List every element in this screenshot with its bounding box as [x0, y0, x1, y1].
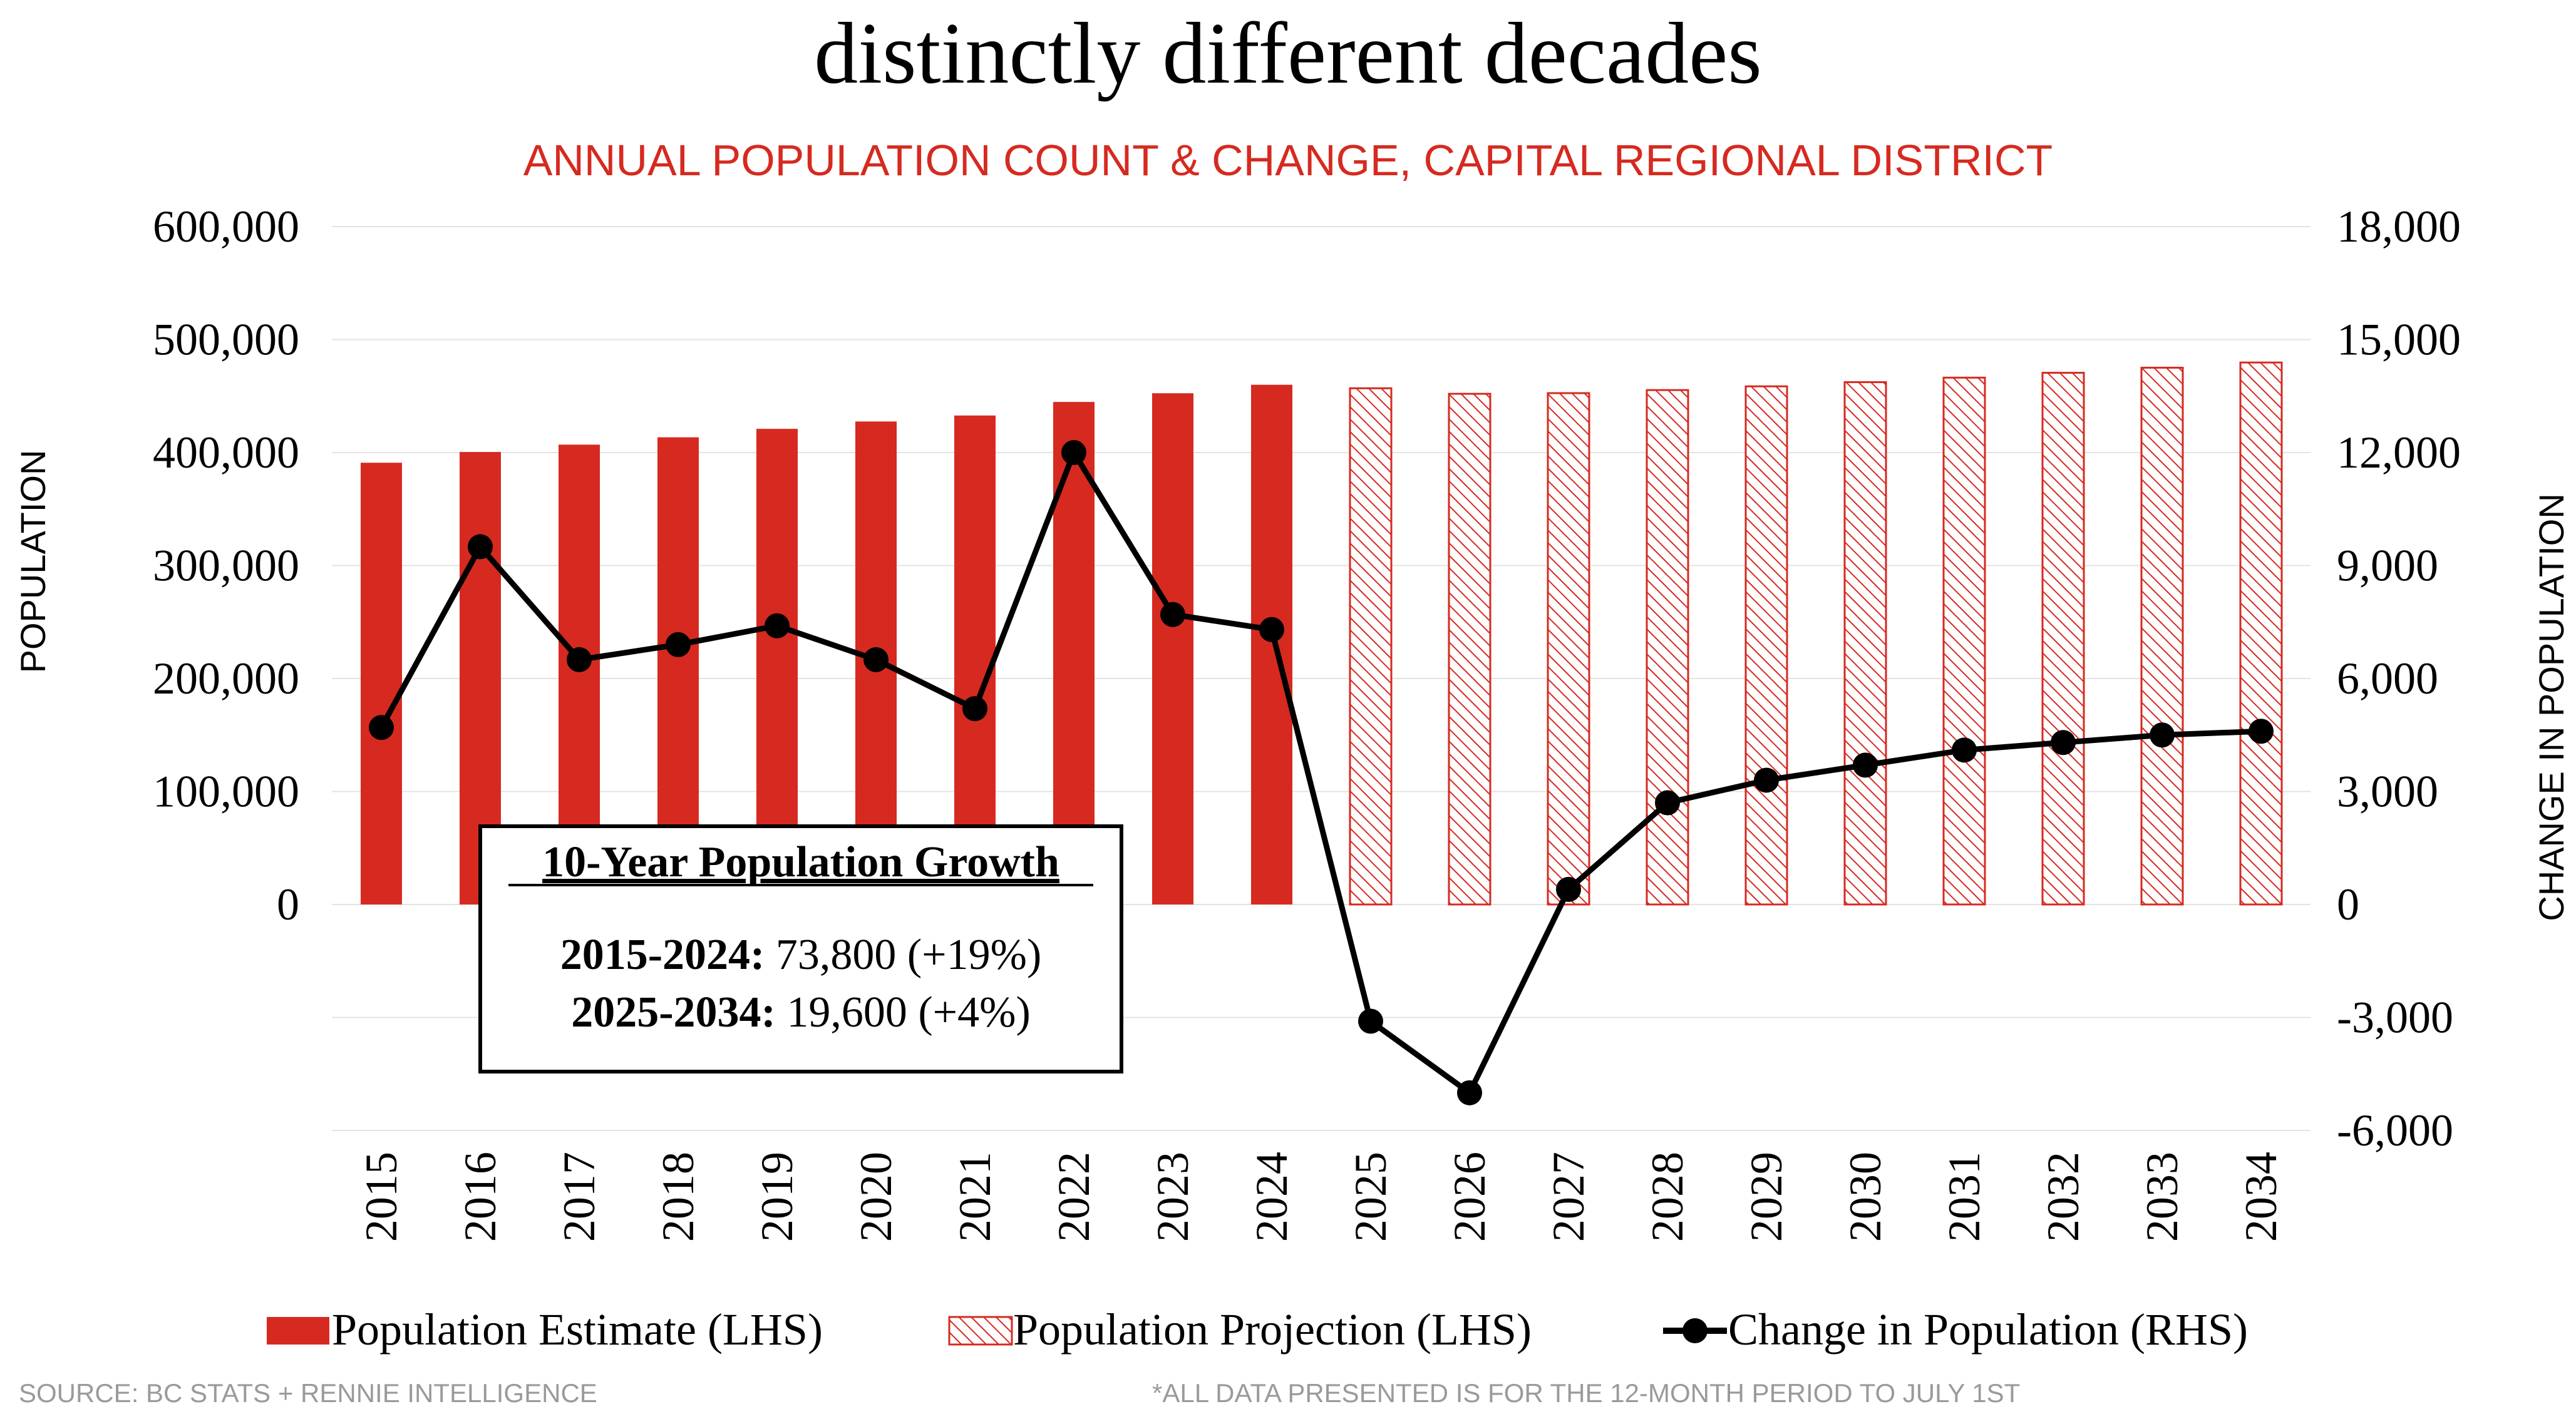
chart-subtitle: ANNUAL POPULATION COUNT & CHANGE, CAPITA… — [523, 136, 2053, 185]
change-point — [1457, 1080, 1482, 1105]
right-axis-tick-label: 15,000 — [2337, 315, 2461, 365]
x-axis-tick-label: 2027 — [1543, 1152, 1594, 1242]
legend-label-projection: Population Projection (LHS) — [1013, 1304, 1532, 1355]
x-axis-tick-label: 2026 — [1445, 1152, 1495, 1242]
chart-title: distinctly different decades — [814, 5, 1762, 102]
left-axis-tick-label: 400,000 — [153, 428, 299, 478]
right-axis-tick-label: 0 — [2337, 879, 2359, 930]
change-point — [1952, 737, 1977, 763]
left-axis-tick-label: 100,000 — [153, 767, 299, 817]
legend-label-change: Change in Population (RHS) — [1728, 1304, 2248, 1355]
x-axis-tick-label: 2033 — [2137, 1152, 2187, 1242]
projection-bar — [1942, 376, 1986, 906]
x-axis-tick-label: 2015 — [356, 1152, 406, 1242]
estimate-bar — [1251, 384, 1292, 904]
right-axis-tick-label: 12,000 — [2337, 428, 2461, 478]
change-point — [765, 613, 790, 638]
estimate-bar — [1152, 393, 1193, 904]
change-point — [1754, 767, 1779, 793]
x-axis-tick-label: 2024 — [1247, 1152, 1297, 1242]
growth-annotation-box: 10-Year Population Growth 2015-2024: 73,… — [478, 824, 1123, 1073]
change-point — [2150, 722, 2175, 748]
change-point — [863, 647, 889, 672]
left-axis-tick-label: 200,000 — [153, 653, 299, 704]
left-axis: 0 100,000 200,000 300,000 400,000 500,000 600,… — [153, 202, 299, 930]
change-point — [1160, 602, 1185, 627]
source-note: SOURCE: BC STATS + RENNIE INTELLIGENCE — [19, 1378, 597, 1408]
x-axis-tick-label: 2017 — [554, 1152, 604, 1242]
change-point — [567, 647, 592, 672]
annotation-line-2: 2025-2034: 19,600 (+4%) — [571, 988, 1031, 1037]
legend-swatch-change-marker — [1682, 1318, 1708, 1343]
x-axis-tick-label: 2032 — [2038, 1152, 2088, 1242]
right-axis-tick-label: 3,000 — [2337, 767, 2438, 817]
annotation-line-1-label: 2015-2024: — [560, 931, 765, 979]
left-axis-tick-label: 500,000 — [153, 315, 299, 365]
annotation-line-2-label: 2025-2034: — [571, 988, 776, 1037]
right-axis-tick-label: 6,000 — [2337, 653, 2438, 704]
x-axis-tick-label: 2016 — [455, 1152, 505, 1242]
change-point — [1358, 1008, 1383, 1034]
estimate-bar — [361, 463, 402, 904]
change-point — [468, 534, 493, 560]
x-axis: 2015 2016 2017 2018 2019 2020 2021 2022 2023 2024… — [356, 1152, 2286, 1242]
legend: Population Estimate (LHS) Population Pro… — [267, 1304, 2248, 1355]
annotation-line-1-value: 73,800 (+19%) — [776, 931, 1041, 979]
change-point — [2249, 719, 2274, 744]
change-point — [1655, 790, 1680, 816]
annotation-line-2-value: 19,600 (+4%) — [786, 988, 1030, 1037]
projection-bar — [1744, 385, 1788, 906]
legend-swatch-estimate — [267, 1317, 329, 1345]
right-axis-tick-label: -6,000 — [2337, 1105, 2453, 1155]
period-note: *ALL DATA PRESENTED IS FOR THE 12-MONTH … — [1152, 1378, 2020, 1408]
right-axis: -6,000 -3,000 0 3,000 6,000 9,000 12,000 15,000… — [2337, 202, 2461, 1155]
change-point — [962, 696, 987, 722]
legend-swatch-projection — [948, 1316, 1013, 1346]
projection-bar — [1843, 381, 1887, 906]
estimate-bar — [954, 415, 996, 904]
projection-bar — [1448, 392, 1492, 906]
left-axis-title: POPULATION — [13, 450, 53, 674]
x-axis-tick-label: 2021 — [950, 1152, 1000, 1242]
annotation-frame — [478, 824, 1123, 1073]
change-point — [2051, 730, 2076, 756]
x-axis-tick-label: 2019 — [752, 1152, 802, 1242]
x-axis-tick-label: 2022 — [1049, 1152, 1099, 1242]
change-point — [1061, 440, 1086, 465]
right-axis-title: CHANGE IN POPULATION — [2532, 493, 2571, 921]
projection-bar — [2041, 372, 2085, 906]
left-axis-tick-label: 600,000 — [153, 202, 299, 252]
change-point — [1259, 617, 1284, 642]
left-axis-tick-label: 300,000 — [153, 541, 299, 591]
right-axis-tick-label: 18,000 — [2337, 202, 2461, 252]
left-axis-tick-label: 0 — [277, 879, 299, 930]
legend-label-estimate: Population Estimate (LHS) — [332, 1304, 823, 1355]
projection-bar — [1646, 389, 1689, 906]
change-point — [369, 715, 394, 740]
projection-bar — [2140, 366, 2184, 906]
change-series-line — [379, 449, 2262, 1096]
annotation-line-1: 2015-2024: 73,800 (+19%) — [560, 931, 1042, 979]
change-line — [369, 440, 2274, 1105]
x-axis-tick-label: 2018 — [653, 1152, 703, 1242]
x-axis-tick-label: 2020 — [851, 1152, 901, 1242]
projection-bar — [1547, 392, 1590, 906]
projection-bar — [1349, 387, 1393, 906]
change-point — [1853, 752, 1878, 778]
x-axis-tick-label: 2025 — [1346, 1152, 1396, 1242]
right-axis-tick-label: -3,000 — [2337, 993, 2453, 1043]
x-axis-tick-label: 2031 — [1939, 1152, 1989, 1242]
x-axis-tick-label: 2028 — [1642, 1152, 1692, 1242]
right-axis-tick-label: 9,000 — [2337, 541, 2438, 591]
change-point — [666, 632, 691, 657]
change-point — [1556, 876, 1581, 902]
x-axis-tick-label: 2029 — [1741, 1152, 1791, 1242]
x-axis-tick-label: 2034 — [2236, 1152, 2286, 1242]
x-axis-tick-label: 2023 — [1148, 1152, 1198, 1242]
projection-bar — [2239, 361, 2283, 906]
x-axis-tick-label: 2030 — [1840, 1152, 1890, 1242]
annotation-title: 10-Year Population Growth — [542, 838, 1059, 886]
